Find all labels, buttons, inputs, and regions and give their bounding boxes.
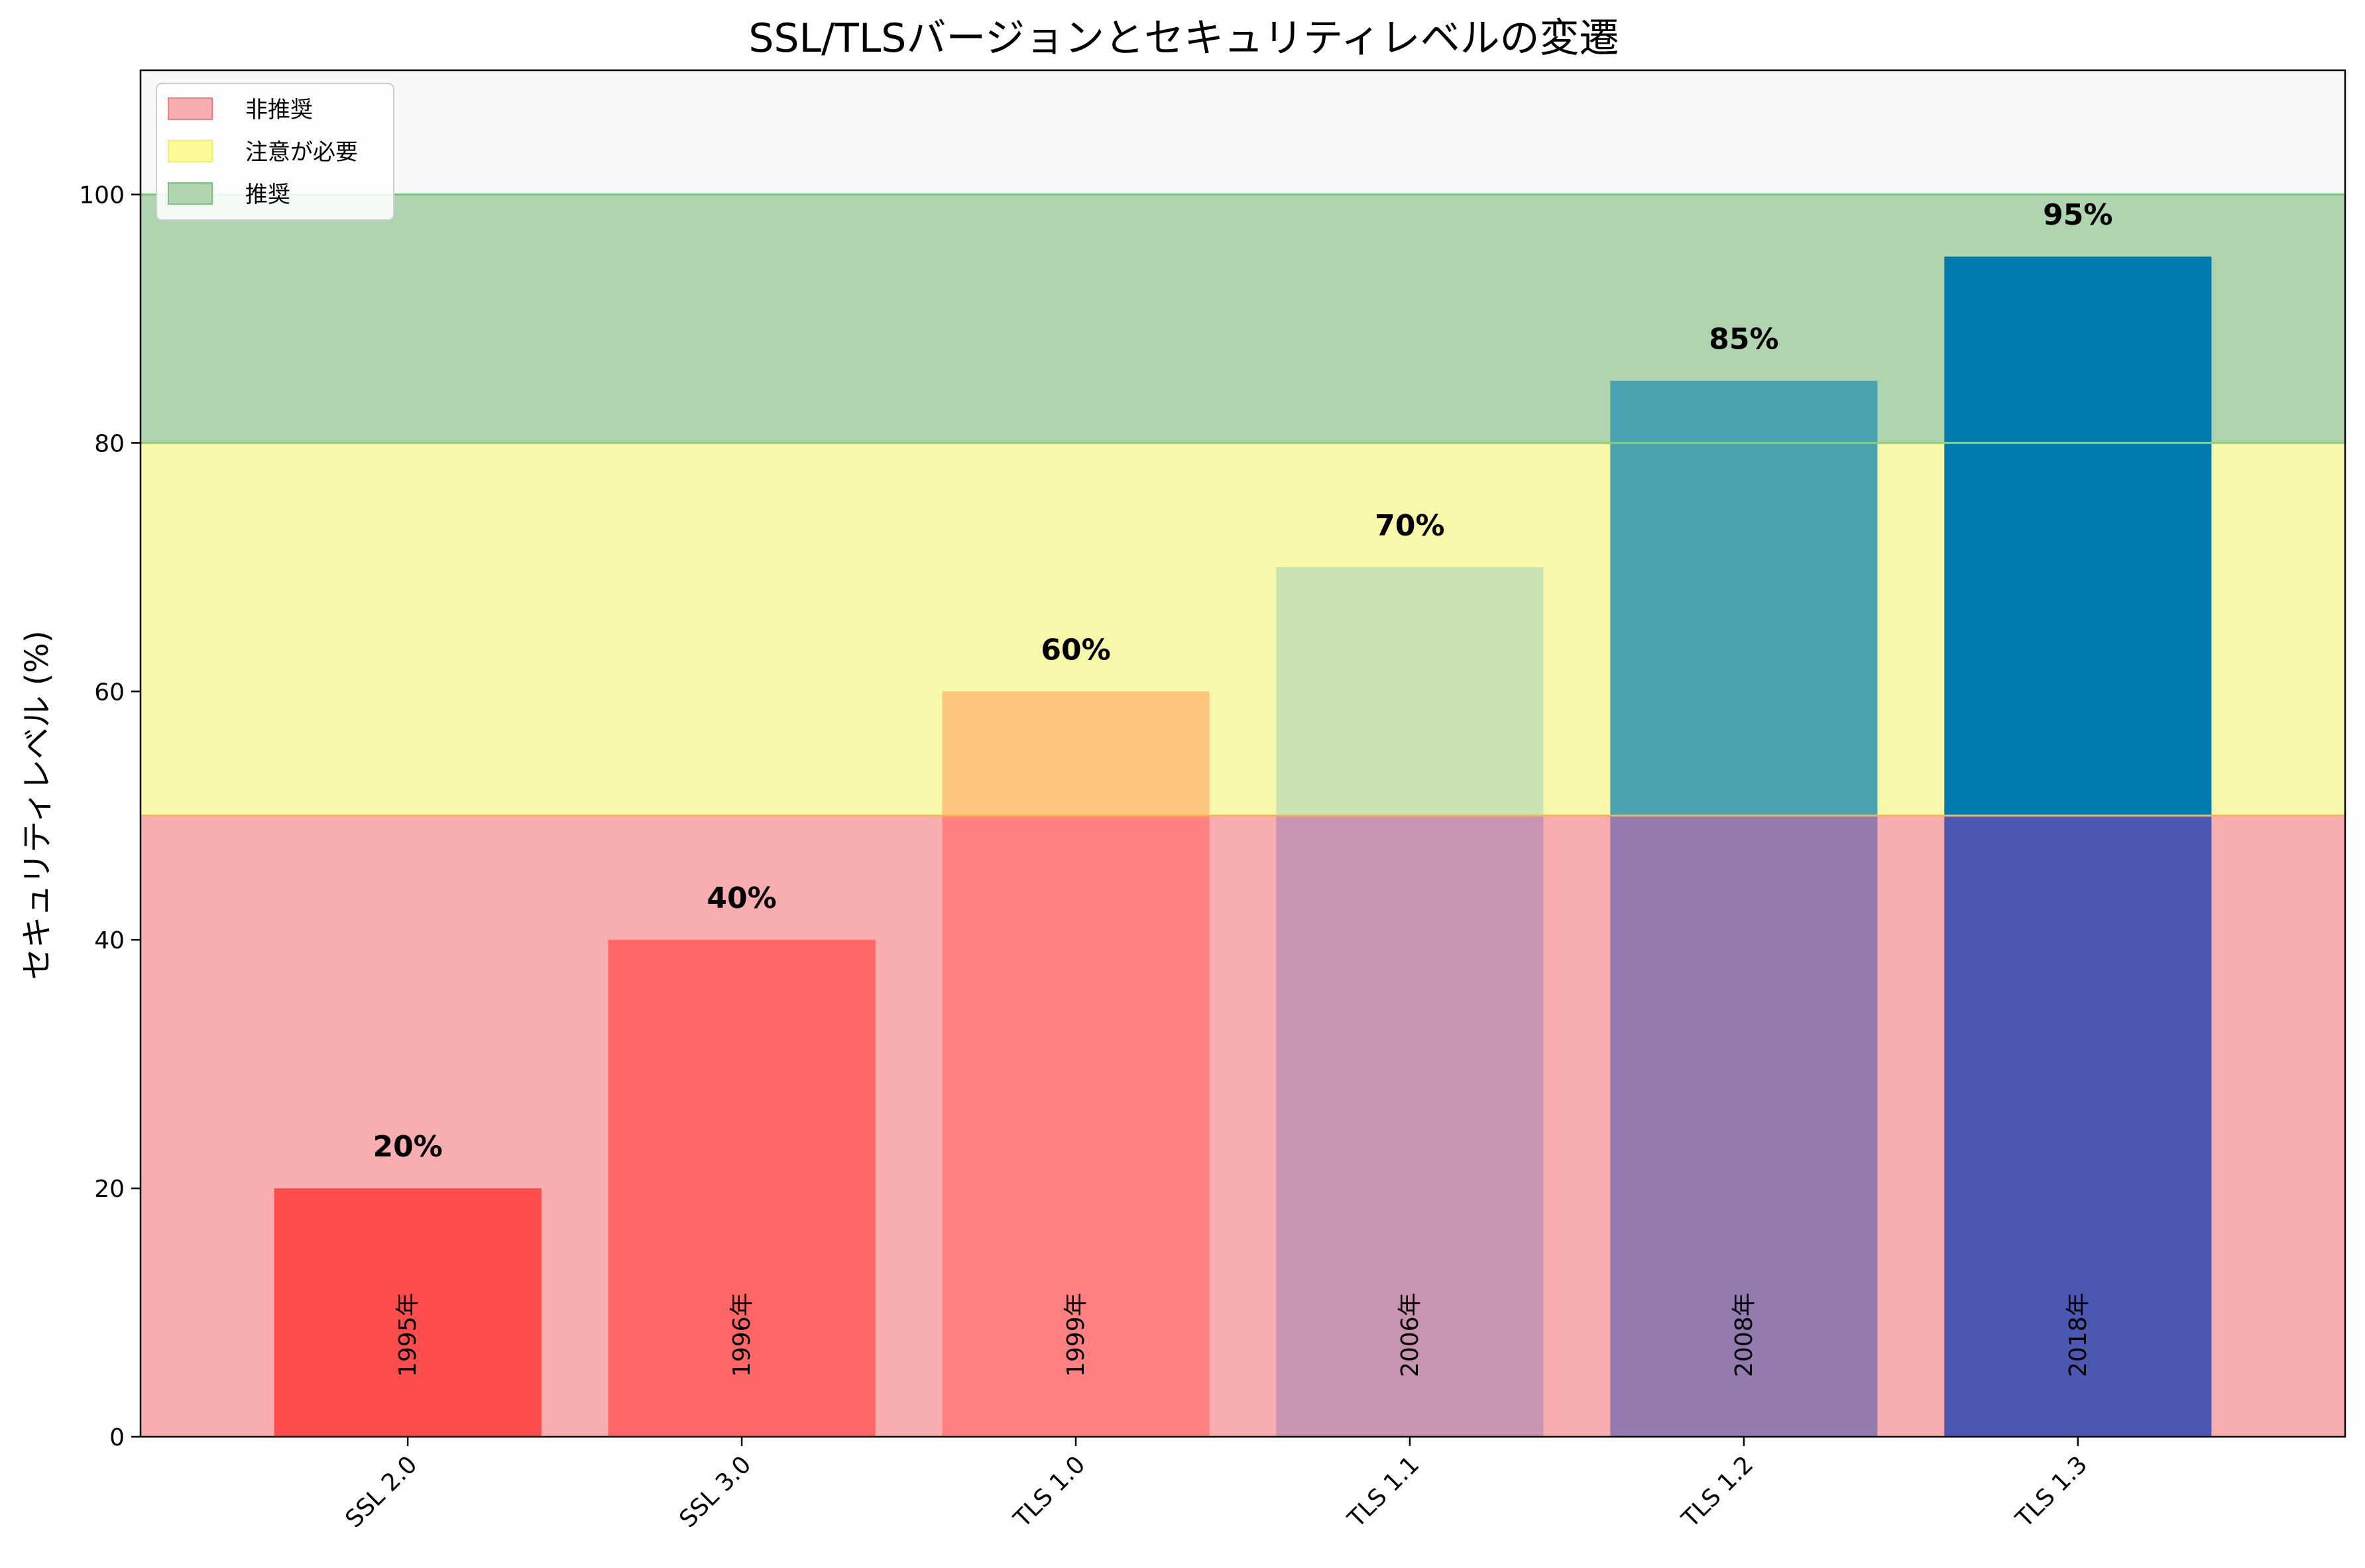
bar-4-upper	[1276, 567, 1544, 816]
bar-3-upper	[942, 691, 1210, 816]
bar-3-lower	[942, 815, 1210, 1437]
legend-swatch-1	[168, 97, 213, 120]
y-tick-label-60: 60	[94, 679, 125, 706]
bar-6-upper	[1944, 256, 2212, 816]
y-tick-label-0: 0	[109, 1424, 125, 1451]
x-tick-label-4: TLS 1.1	[1342, 1451, 1424, 1533]
bar-year-label-6: 2018年	[2065, 1292, 2092, 1377]
bar-5-lower	[1610, 815, 1878, 1437]
x-tick-label-6: TLS 1.3	[2010, 1451, 2093, 1533]
axes-frame	[139, 69, 2346, 1438]
legend-label-3: 推奨	[245, 182, 290, 208]
y-tick-label-80: 80	[94, 430, 125, 457]
legend-box	[156, 83, 394, 221]
bar-value-label-3: 60%	[1041, 633, 1110, 667]
x-tick-label-5: TLS 1.2	[1676, 1451, 1759, 1533]
plot-area: 20% 1995年 SSL 2.0 40% 1996年 SSL 3.0 60% 1999年 TL…	[79, 69, 2346, 1534]
y-tick-label-20: 20	[94, 1176, 125, 1203]
bar-value-label-5: 85%	[1709, 323, 1778, 357]
bar-value-label-2: 40%	[707, 881, 776, 915]
y-tick-label-100: 100	[79, 182, 125, 209]
bar-year-label-3: 1999年	[1063, 1292, 1090, 1377]
bar-6-lower	[1944, 815, 2212, 1437]
chart-title: SSL/TLSバージョンとセキュリティレベルの変遷	[748, 15, 1619, 62]
bar-year-label-1: 1995年	[394, 1292, 422, 1377]
x-tick-label-2: SSL 3.0	[674, 1451, 756, 1533]
bar-value-label-4: 70%	[1375, 509, 1444, 543]
y-tick-label-40: 40	[94, 927, 125, 954]
legend-swatch-3	[168, 182, 213, 205]
legend-label-2: 注意が必要	[245, 139, 358, 166]
bar-value-label-6: 95%	[2043, 198, 2112, 232]
x-tick-label-1: SSL 2.0	[340, 1451, 422, 1533]
bar-year-label-5: 2008年	[1731, 1292, 1758, 1377]
bar-5-upper	[1610, 380, 1878, 816]
legend-label-1: 非推奨	[245, 97, 313, 123]
bar-2	[608, 940, 876, 1437]
legend-swatch-2	[168, 140, 213, 162]
bar-value-label-1: 20%	[373, 1130, 442, 1164]
bar-year-label-2: 1996年	[728, 1292, 756, 1377]
bar-1	[274, 1188, 542, 1437]
x-tick-label-3: TLS 1.0	[1008, 1451, 1090, 1533]
bar-4-lower	[1276, 815, 1544, 1437]
bar-year-label-4: 2006年	[1397, 1292, 1424, 1377]
y-axis-label: セキュリティレベル (%)	[19, 630, 56, 980]
